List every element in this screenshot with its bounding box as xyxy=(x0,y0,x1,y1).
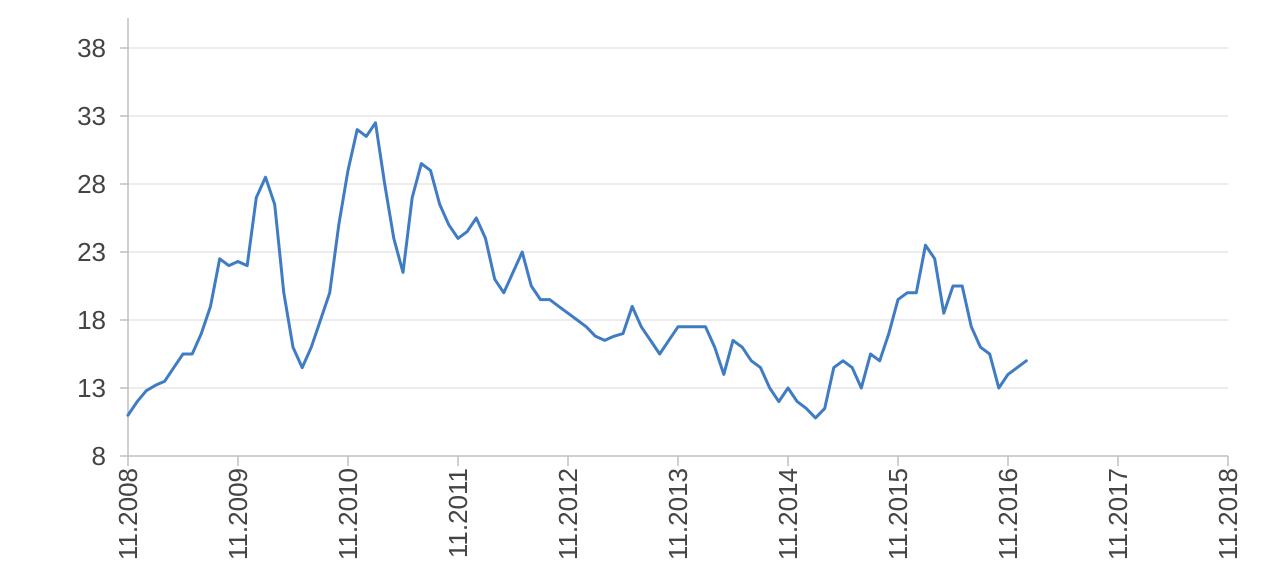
x-tick-label: 11.2011 xyxy=(443,468,473,558)
y-tick-label: 33 xyxy=(77,101,106,131)
gridlines xyxy=(128,47,1228,389)
x-tick-label: 11.2012 xyxy=(553,468,583,559)
y-tick-labels: 38 33 28 23 18 13 8 xyxy=(77,33,106,471)
x-tick-label: 11.2014 xyxy=(773,468,803,559)
series-layer xyxy=(126,121,1028,420)
x-tick-label: 11.2016 xyxy=(993,468,1023,559)
x-tick-label: 11.2010 xyxy=(333,468,363,559)
x-tick-label: 11.2018 xyxy=(1213,468,1243,559)
y-tick-label: 23 xyxy=(77,237,106,267)
x-tick-label: 11.2015 xyxy=(883,468,913,559)
y-tick-label: 8 xyxy=(92,441,106,471)
y-tick-label: 18 xyxy=(77,305,106,335)
series-line xyxy=(126,121,1028,420)
y-tick-label: 13 xyxy=(77,373,106,403)
axes xyxy=(120,18,1229,466)
y-tick-label: 38 xyxy=(77,33,106,63)
x-tick-label: 11.2017 xyxy=(1103,468,1133,559)
x-tick-labels: 11.2008 11.2009 11.2010 11.2011 11.2012 11.20… xyxy=(113,468,1243,560)
x-tick-label: 11.2013 xyxy=(663,468,693,559)
x-tick-label: 11.2008 xyxy=(113,468,143,559)
x-tick-label: 11.2009 xyxy=(223,468,253,559)
y-tick-label: 28 xyxy=(77,169,106,199)
